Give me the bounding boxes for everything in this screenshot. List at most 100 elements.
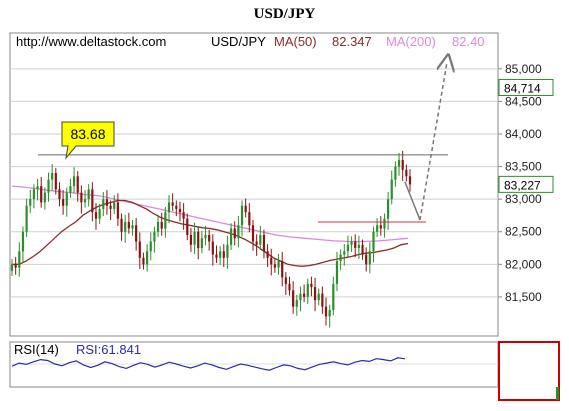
projection-leg xyxy=(404,181,421,221)
candle-body xyxy=(219,251,222,258)
candle-body xyxy=(178,208,182,213)
candle-body xyxy=(303,293,306,297)
price-panel-frame xyxy=(9,32,499,337)
projection-arrow xyxy=(419,62,447,221)
candle-body xyxy=(29,199,32,206)
candle-body xyxy=(54,173,57,190)
rsi-value: RSI:61.841 xyxy=(76,342,141,357)
candle-body xyxy=(10,264,14,271)
y-tick-label: 84,500 xyxy=(505,94,542,108)
candle-body xyxy=(306,283,309,297)
candle-body xyxy=(332,283,335,310)
candle-body xyxy=(397,160,401,167)
candle-body xyxy=(120,218,123,232)
candle-body xyxy=(135,225,138,242)
candle-body xyxy=(98,208,101,219)
candle-body xyxy=(87,189,90,200)
candle-body xyxy=(313,287,317,301)
candle-body xyxy=(142,257,145,265)
y-tick-label: 82,000 xyxy=(505,257,542,271)
candle-body xyxy=(65,192,68,206)
candle-body xyxy=(328,309,331,317)
candle-body xyxy=(240,205,244,226)
candle-body xyxy=(167,202,171,213)
resistance-callout-box xyxy=(61,121,115,160)
y-tick-label: 85,000 xyxy=(505,62,542,76)
y-tick-label: 83,000 xyxy=(505,192,542,206)
candle-body xyxy=(58,189,61,200)
candle-body xyxy=(354,241,357,249)
candle-body xyxy=(273,264,276,268)
candle-body xyxy=(109,205,112,209)
candle-body xyxy=(365,254,368,265)
candle-body xyxy=(251,225,255,242)
candle-body xyxy=(324,306,328,317)
header-symbol: USD/JPY xyxy=(211,34,266,49)
candle-body xyxy=(40,186,43,203)
candle-body xyxy=(357,244,360,249)
candle-body xyxy=(288,283,291,291)
candle-body xyxy=(317,293,320,301)
annotation-layer: 83.68 xyxy=(38,62,448,223)
header-ma50-label: MA(50) xyxy=(274,34,317,49)
candle-body xyxy=(83,199,87,203)
candle-body xyxy=(233,228,236,239)
candle-body xyxy=(14,264,17,268)
price-tag-label: 83,227 xyxy=(504,178,541,192)
price-panel: 83.68 http://www.deltastock.com USD/JPY … xyxy=(9,32,499,337)
candle-body xyxy=(200,238,203,249)
candle-body xyxy=(76,176,79,193)
candle-body xyxy=(43,192,46,203)
candle-body xyxy=(211,241,214,255)
candle-body xyxy=(408,176,412,185)
candle-body xyxy=(321,293,324,307)
candle-body xyxy=(277,261,280,268)
candle-body xyxy=(259,235,262,245)
candle-body xyxy=(368,251,371,265)
candle-body xyxy=(281,261,284,278)
candle-body xyxy=(175,205,178,209)
candle-body xyxy=(372,231,375,252)
candle-body xyxy=(222,251,225,258)
candle-body xyxy=(346,244,350,252)
candle-body xyxy=(124,221,127,232)
candle-body xyxy=(171,202,174,206)
candle-body xyxy=(386,199,390,219)
candle-body xyxy=(204,235,207,239)
candle-body xyxy=(383,218,386,229)
candle-body xyxy=(193,231,196,245)
header-url: http://www.deltastock.com xyxy=(16,34,166,49)
candle-body xyxy=(113,202,116,209)
candle-body xyxy=(244,205,247,213)
candle-body xyxy=(361,244,364,255)
candle-body xyxy=(182,212,185,219)
candle-body xyxy=(215,254,218,258)
y-tick-label: 84,000 xyxy=(505,127,542,141)
candle-body xyxy=(138,241,141,258)
rsi-side-box xyxy=(498,341,560,401)
candle-body xyxy=(189,235,193,245)
candle-body xyxy=(51,173,54,180)
candle-body xyxy=(376,225,379,232)
candle-body xyxy=(350,241,353,245)
candle-body xyxy=(335,261,339,284)
rsi-side-marker xyxy=(556,387,559,400)
candle-body xyxy=(164,212,167,229)
header-ma50-value: 82.347 xyxy=(332,34,372,49)
ma50-line xyxy=(12,199,409,267)
candle-body xyxy=(186,218,189,235)
candle-body xyxy=(229,228,233,245)
candle-body xyxy=(405,169,408,177)
candle-body xyxy=(69,186,72,193)
candle-body xyxy=(127,221,130,229)
header-ma200-label: MA(200) xyxy=(386,34,436,49)
candle-body xyxy=(401,160,404,170)
candle-body xyxy=(25,205,28,232)
candle-body xyxy=(102,199,105,209)
header-ma200-value: 82.40 xyxy=(452,34,485,49)
candle-body xyxy=(266,251,269,258)
candle-body xyxy=(105,199,109,206)
candle-body xyxy=(379,225,382,229)
y-tick-label: 82,500 xyxy=(505,225,542,239)
